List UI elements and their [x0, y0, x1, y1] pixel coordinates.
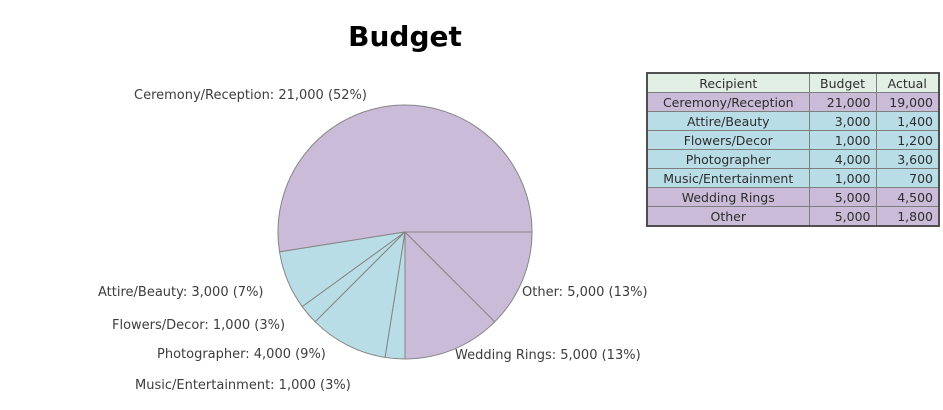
pie-slice-ceremony-reception	[277, 104, 533, 253]
pie-label-ceremony-reception: Ceremony/Reception: 21,000 (52%)	[134, 88, 367, 103]
column-header-recipient: Recipient	[646, 72, 810, 93]
table-cell-actual: 1,200	[875, 130, 940, 150]
pie-label-wedding-rings: Wedding Rings: 5,000 (13%)	[455, 348, 641, 363]
table-cell-actual: 700	[875, 168, 940, 188]
table-cell-actual: 1,800	[875, 206, 940, 227]
table-cell-recipient: Flowers/Decor	[646, 130, 810, 150]
table-row: Flowers/Decor 1,000 1,200	[646, 130, 940, 150]
table-row: Wedding Rings 5,000 4,500	[646, 187, 940, 207]
table-cell-budget: 5,000	[808, 187, 877, 207]
table-cell-recipient: Ceremony/Reception	[646, 92, 810, 112]
pie-label-other: Other: 5,000 (13%)	[522, 285, 648, 300]
pie-label-music-entertainment: Music/Entertainment: 1,000 (3%)	[135, 378, 351, 393]
table-row: Photographer 4,000 3,600	[646, 149, 940, 169]
pie-label-attire-beauty: Attire/Beauty: 3,000 (7%)	[98, 285, 264, 300]
pie-label-flowers-decor: Flowers/Decor: 1,000 (3%)	[112, 318, 286, 333]
table-cell-actual: 3,600	[875, 149, 940, 169]
table-cell-budget: 4,000	[808, 149, 877, 169]
table-row: Ceremony/Reception 21,000 19,000	[646, 92, 940, 112]
table-cell-recipient: Photographer	[646, 149, 810, 169]
chart-title: Budget	[348, 20, 462, 53]
table-row: Attire/Beauty 3,000 1,400	[646, 111, 940, 131]
column-header-budget: Budget	[808, 72, 877, 93]
pie-label-photographer: Photographer: 4,000 (9%)	[157, 347, 326, 362]
table-cell-recipient: Wedding Rings	[646, 187, 810, 207]
table-header-row: Recipient Budget Actual	[646, 72, 940, 93]
pie-slice-other	[404, 231, 533, 323]
table-cell-actual: 4,500	[875, 187, 940, 207]
pie-slice-photographer	[314, 231, 406, 358]
table-cell-actual: 1,400	[875, 111, 940, 131]
column-header-actual: Actual	[875, 72, 940, 93]
table-cell-recipient: Attire/Beauty	[646, 111, 810, 131]
table-cell-recipient: Other	[646, 206, 810, 227]
budget-table: Recipient Budget Actual Ceremony/Recepti…	[646, 72, 940, 227]
pie-slice-wedding-rings	[404, 231, 496, 360]
table-row: Music/Entertainment 1,000 700	[646, 168, 940, 188]
table-cell-actual: 19,000	[875, 92, 940, 112]
table-cell-budget: 3,000	[808, 111, 877, 131]
table-cell-budget: 21,000	[808, 92, 877, 112]
table-cell-recipient: Music/Entertainment	[646, 168, 810, 188]
table-cell-budget: 1,000	[808, 168, 877, 188]
table-cell-budget: 1,000	[808, 130, 877, 150]
table-row: Other 5,000 1,800	[646, 206, 940, 227]
table-cell-budget: 5,000	[808, 206, 877, 227]
